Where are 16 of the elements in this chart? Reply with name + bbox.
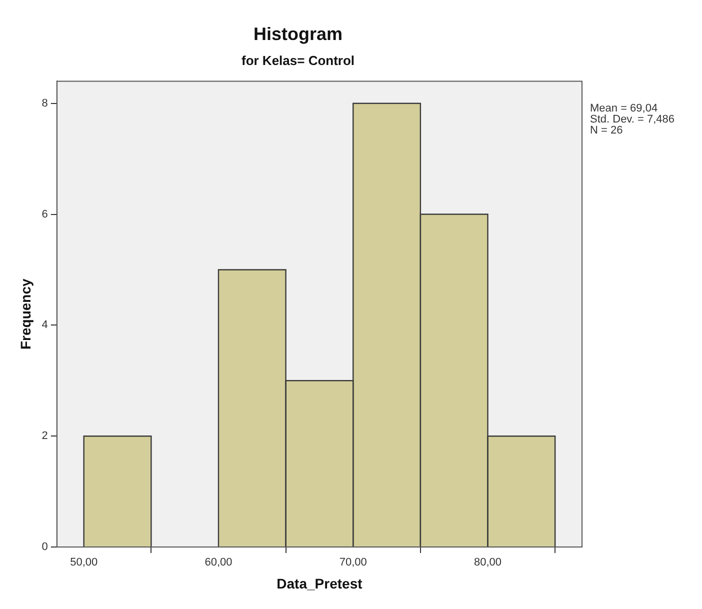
y-axis-title: Frequency (17, 278, 34, 350)
x-tick-label: 70,00 (339, 556, 367, 569)
chart-title: Histogram (253, 24, 343, 44)
text: Mean = 69,04 (590, 102, 658, 115)
x-tick-label: 50,00 (70, 556, 98, 569)
x-axis-title: Data_Pretest (276, 575, 363, 592)
x-tick-label: 60,00 (204, 556, 232, 569)
text: Std. Dev. = 7,486 (590, 114, 674, 126)
chart-subtitle: for Kelas= Control (241, 52, 355, 68)
y-tick-label: 6 (42, 208, 48, 220)
x-tick-label: 80,00 (474, 556, 502, 569)
y-tick-label: 2 (42, 430, 48, 442)
y-tick-label: 8 (42, 97, 48, 110)
y-tick-label: 4 (42, 319, 48, 332)
text: N = 26 (590, 124, 623, 137)
y-tick-label: 0 (42, 541, 48, 554)
